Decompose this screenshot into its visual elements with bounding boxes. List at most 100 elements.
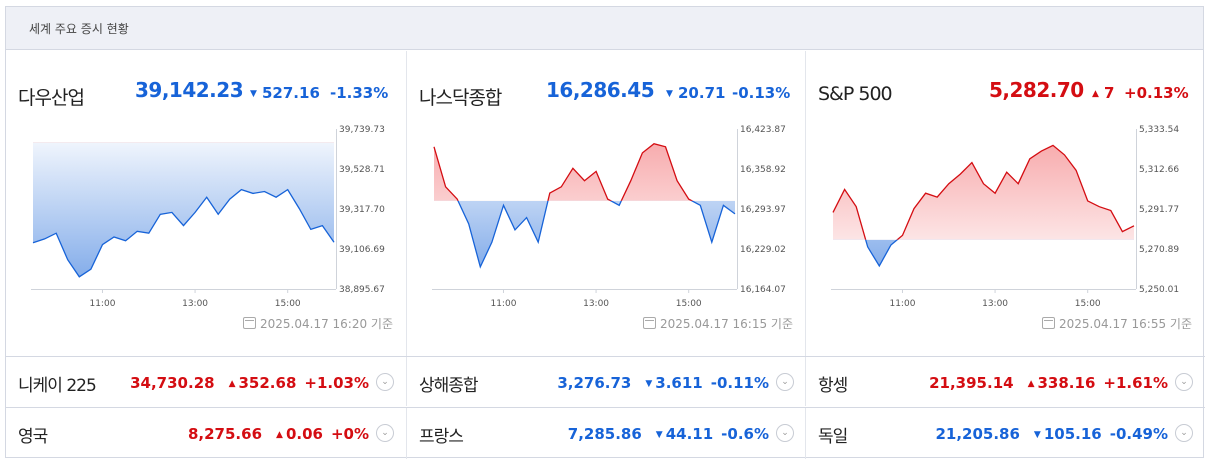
index-quote: 7,285.86 ▼ 44.11 -0.6% — [568, 425, 769, 443]
series-line-down — [457, 200, 736, 269]
index-cell-hangseng[interactable]: 항셍 21,395.14 ▲ 338.16 +1.61% ⌄ — [805, 357, 1204, 406]
index-name: 나스닥종합 — [419, 87, 502, 109]
index-value: 21,205.86 — [935, 425, 1020, 443]
index-card-dow[interactable]: 다우산업 39,142.23 ▼ 527.16 -1.33% 39,739.73… — [6, 51, 405, 356]
index-name: 상해종합 — [419, 376, 479, 396]
calendar-icon — [1042, 317, 1055, 329]
area-up — [833, 145, 1134, 240]
chevron-down-circle-icon[interactable]: ⌄ — [1175, 424, 1193, 442]
chevron-down-circle-icon[interactable]: ⌄ — [776, 373, 794, 391]
basis-time: 2025.04.17 16:55 기준 — [1042, 315, 1192, 332]
index-change: 0.06 — [285, 425, 323, 443]
index-name: 다우산업 — [18, 87, 85, 109]
y-tick-label: 5,312.66 — [1139, 165, 1179, 175]
index-value: 16,286.45 — [546, 78, 655, 102]
index-change-pct: +1.61% — [1103, 374, 1168, 392]
index-value: 34,730.28 — [130, 374, 215, 392]
index-value: 39,142.23 — [135, 78, 244, 102]
y-tick-label: 39,528.71 — [339, 165, 385, 175]
x-tick-label: 13:00 — [182, 299, 208, 309]
index-chart[interactable]: 39,739.73 39,528.71 39,317.70 39,106.69 38,8… — [6, 123, 405, 313]
index-change-pct: +1.03% — [304, 374, 369, 392]
change-arrow-icon: ▲ — [1027, 379, 1035, 389]
area-down — [33, 142, 334, 277]
index-quote: 21,395.14 ▲ 338.16 +1.61% — [929, 374, 1168, 392]
index-value: 8,275.66 — [187, 425, 263, 443]
y-tick-label: 39,106.69 — [339, 245, 385, 255]
index-name: 독일 — [818, 427, 848, 447]
calendar-icon — [643, 317, 656, 329]
index-card-sp500[interactable]: S&P 500 5,282.70 ▲ 7 +0.13% 5,333.54 5,31… — [805, 51, 1204, 356]
index-change-pct: -0.49% — [1109, 425, 1168, 443]
y-tick-label: 5,291.77 — [1139, 205, 1179, 215]
index-card-nasdaq[interactable]: 나스닥종합 16,286.45 ▼ 20.71 -0.13% 16,423.87… — [406, 51, 805, 356]
index-quote: 21,205.86 ▼ 105.16 -0.49% — [935, 425, 1168, 443]
x-tick-label: 15:00 — [676, 299, 702, 309]
index-change-pct: -0.6% — [721, 425, 769, 443]
change-arrow-icon: ▼ — [645, 379, 653, 389]
index-quote: 34,730.28 ▲ 352.68 +1.03% — [130, 374, 369, 392]
index-name: 니케이 225 — [18, 376, 97, 396]
change-arrow-icon: ▼ — [250, 89, 257, 99]
index-value: 21,395.14 — [929, 374, 1014, 392]
series-line-down — [32, 188, 335, 278]
world-stock-widget: 세계 주요 증시 현황 다우산업 39,142.23 ▼ 527.16 -1.3… — [5, 6, 1205, 459]
index-value: 7,285.86 — [567, 425, 642, 443]
index-change: 3.611 — [655, 374, 703, 392]
index-name: 영국 — [18, 427, 48, 447]
chevron-down-circle-icon[interactable]: ⌄ — [1175, 373, 1193, 391]
change-arrow-icon: ▼ — [666, 89, 673, 99]
index-row: 니케이 225 34,730.28 ▲ 352.68 +1.03% ⌄ 상해종합 3,… — [6, 356, 1205, 406]
index-change: 352.68 — [238, 374, 297, 392]
index-change-pct: -1.33% — [330, 84, 389, 102]
index-cell-shanghai[interactable]: 상해종합 3,276.73 ▼ 3.611 -0.11% ⌄ — [406, 357, 805, 406]
index-chart[interactable]: 16,423.87 16,358.92 16,293.97 16,229.02 16,1… — [407, 123, 806, 313]
index-quote: 8,275.66 ▲ 0.06 +0% — [188, 425, 369, 443]
index-chart[interactable]: 5,333.54 5,312.66 5,291.77 5,270.89 5,250.01… — [806, 123, 1205, 313]
index-change-pct: +0.13% — [1124, 84, 1189, 102]
x-tick-label: 13:00 — [583, 299, 609, 309]
chevron-down-circle-icon[interactable]: ⌄ — [376, 373, 394, 391]
area-up — [33, 142, 334, 143]
y-tick-label: 16,229.02 — [740, 245, 786, 255]
index-change: 7 — [1104, 84, 1115, 102]
change-arrow-icon: ▼ — [1033, 430, 1041, 440]
index-cell-france[interactable]: 프랑스 7,285.86 ▼ 44.11 -0.6% ⌄ — [406, 408, 805, 459]
y-tick-label: 5,270.89 — [1139, 245, 1179, 255]
index-cell-uk[interactable]: 영국 8,275.66 ▲ 0.06 +0% ⌄ — [6, 408, 405, 459]
x-tick-label: 11:00 — [889, 299, 915, 309]
index-cell-germany[interactable]: 독일 21,205.86 ▼ 105.16 -0.49% ⌄ — [805, 408, 1204, 459]
index-change: 20.71 — [678, 84, 726, 102]
y-tick-label: 39,317.70 — [339, 205, 385, 215]
x-tick-label: 11:00 — [89, 299, 115, 309]
index-change: 105.16 — [1043, 425, 1102, 443]
area-down — [434, 200, 735, 267]
x-tick-label: 13:00 — [982, 299, 1008, 309]
calendar-icon — [243, 317, 256, 329]
change-arrow-icon: ▲ — [1092, 89, 1099, 99]
chevron-down-circle-icon[interactable]: ⌄ — [776, 424, 794, 442]
series-line-up — [433, 142, 694, 201]
widget-title: 세계 주요 증시 현황 — [29, 22, 129, 36]
change-arrow-icon: ▲ — [228, 379, 236, 389]
index-cell-nikkei[interactable]: 니케이 225 34,730.28 ▲ 352.68 +1.03% ⌄ — [6, 357, 405, 406]
index-value: 5,282.70 — [989, 78, 1084, 102]
y-tick-label: 5,333.54 — [1139, 125, 1179, 135]
index-change: 527.16 — [262, 84, 320, 102]
index-change: 338.16 — [1037, 374, 1096, 392]
y-tick-label: 39,739.73 — [339, 125, 385, 135]
basis-time: 2025.04.17 16:20 기준 — [243, 315, 393, 332]
y-tick-label: 16,164.07 — [740, 285, 786, 295]
y-tick-label: 16,293.97 — [740, 205, 786, 215]
index-name: S&P 500 — [818, 83, 893, 105]
y-tick-label: 16,423.87 — [740, 125, 786, 135]
chevron-down-circle-icon[interactable]: ⌄ — [376, 424, 394, 442]
series-line-up — [832, 144, 1135, 240]
x-tick-label: 15:00 — [275, 299, 301, 309]
y-tick-label: 16,358.92 — [740, 165, 786, 175]
series-line-down — [864, 239, 899, 268]
change-arrow-icon: ▼ — [655, 430, 663, 440]
basis-time: 2025.04.17 16:15 기준 — [643, 315, 793, 332]
index-row: 영국 8,275.66 ▲ 0.06 +0% ⌄ 프랑스 7,285.86 ▼ 44.11… — [6, 407, 1205, 459]
change-arrow-icon: ▲ — [276, 430, 283, 440]
